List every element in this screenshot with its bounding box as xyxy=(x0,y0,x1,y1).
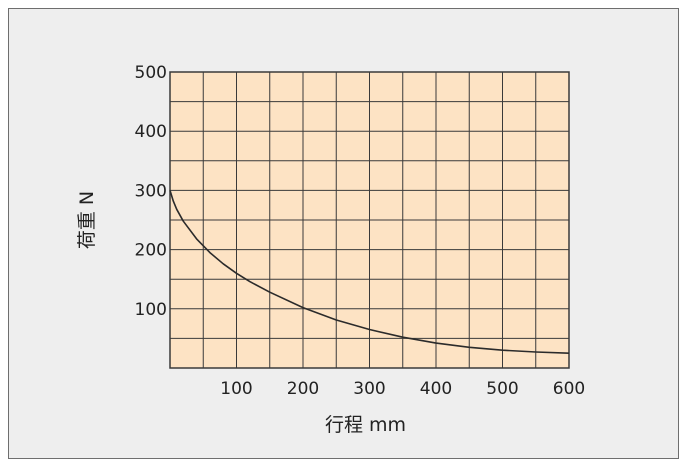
x-tick-label: 100 xyxy=(220,379,252,399)
grid-lines xyxy=(170,72,569,368)
y-tick-label: 200 xyxy=(135,241,167,261)
y-tick-label: 500 xyxy=(135,63,167,83)
series-line xyxy=(169,190,570,354)
y-tick-label: 300 xyxy=(135,181,167,201)
x-tick-labels: 100 200 300 400 500 600 xyxy=(220,379,585,399)
y-axis-label: 荷重 N xyxy=(76,191,98,249)
x-tick-label: 600 xyxy=(553,379,585,399)
x-tick-label: 300 xyxy=(353,379,385,399)
x-tick-label: 500 xyxy=(486,379,518,399)
x-tick-label: 400 xyxy=(420,379,452,399)
y-tick-labels: 100 200 300 400 500 xyxy=(135,63,167,320)
x-tick-label: 200 xyxy=(287,379,319,399)
y-tick-label: 400 xyxy=(135,122,167,142)
y-tick-label: 100 xyxy=(135,300,167,320)
x-axis-label: 行程 mm xyxy=(325,414,406,436)
